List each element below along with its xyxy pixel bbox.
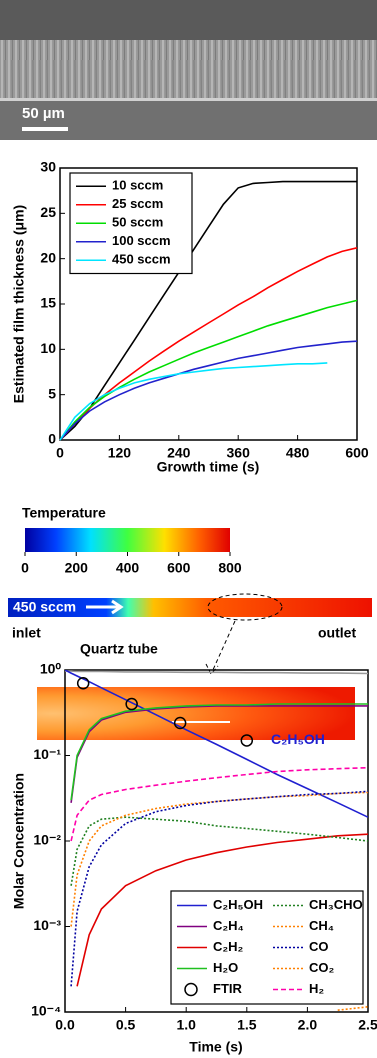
x-tick-label: 1.5 [237,1017,257,1033]
legend-label: CH₄ [309,918,334,933]
colorbar-tick-label: 200 [65,560,89,576]
x-tick-label: 120 [108,445,132,461]
legend-label: CO [309,939,329,954]
inlet-label: inlet [12,625,41,641]
legend-label: CH₃CHO [309,897,363,912]
data-line [60,363,327,440]
x-tick-label: 600 [345,445,369,461]
colorbar-tick-label: 600 [167,560,191,576]
legend-label: C₂H₂ [213,939,244,954]
data-line [338,1007,368,1010]
data-line [71,768,368,841]
scale-bar-label: 50 µm [22,105,65,122]
legend-label: FTIR [213,981,242,996]
y-tick-label: 10⁰ [40,661,62,677]
y-tick-label: 10⁻² [33,832,61,848]
y-tick-label: 30 [40,159,56,175]
x-axis-label: Growth time (s) [157,459,260,475]
x-tick-label: 360 [227,445,251,461]
y-tick-label: 20 [40,249,56,265]
x-tick-label: 2.0 [298,1017,318,1033]
figure: 50 µm Growth time (s) Estimated film thi… [0,0,377,1058]
data-line [60,341,357,440]
colorbar-tick-label: 400 [116,560,140,576]
data-line [65,671,368,673]
legend-label: 450 sccm [112,252,171,267]
legend-label: H₂O [213,960,238,975]
y-tick-label: 15 [40,295,56,311]
page: {"sem_image": {"scale_bar": "50 µm"}, "t… [0,0,377,1058]
outlet-label: outlet [318,625,356,641]
colorbar-tick-label: 800 [218,560,242,576]
y-axis-label: Estimated film thickness (μm) [11,205,27,403]
legend-label: 50 sccm [112,215,163,230]
legend-label: C₂H₄ [213,918,244,933]
legend-label: CO₂ [309,960,335,975]
y-tick-label: 5 [48,385,56,401]
y-tick-label: 10 [40,340,56,356]
legend-label: 100 sccm [112,233,171,248]
x-tick-label: 2.5 [358,1017,377,1033]
zoom-arrow [206,621,235,674]
y-tick-label: 25 [40,204,56,220]
flow-label: 450 sccm [13,599,76,615]
x-tick-label: 0 [56,445,64,461]
colorbar-title: Temperature [22,505,106,521]
y-tick-label: 10⁻⁴ [31,1003,61,1019]
legend-label: 25 sccm [112,196,163,211]
tube-label: Quartz tube [80,641,158,657]
y-tick-label: 10⁻³ [33,917,61,933]
colorbar [25,528,230,552]
y-tick-label: 0 [48,431,56,447]
legend-label: H₂ [309,981,324,996]
x-tick-label: 480 [286,445,310,461]
x-tick-label: 1.0 [176,1017,196,1033]
y-tick-label: 10⁻¹ [33,746,61,762]
x-tick-label: 240 [167,445,191,461]
annotation: C₂H₅OH [271,731,325,747]
sem-image: 50 µm [0,0,377,140]
y-axis-label: Molar Concentration [11,773,27,909]
legend-label: 10 sccm [112,178,163,193]
x-tick-label: 0.5 [116,1017,136,1033]
legend-label: C₂H₅OH [213,897,263,912]
data-line [60,248,357,440]
colorbar-tick-label: 0 [21,560,29,576]
x-tick-label: 0.0 [55,1017,75,1033]
x-axis-label: Time (s) [189,1039,242,1055]
